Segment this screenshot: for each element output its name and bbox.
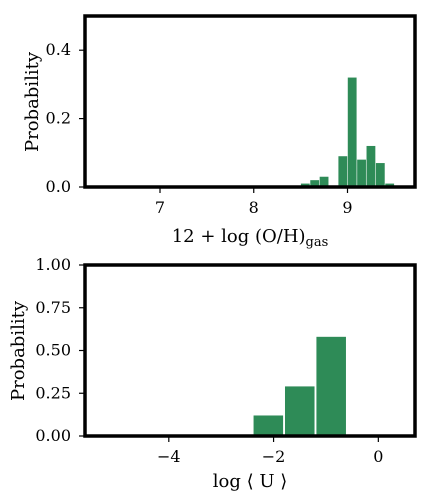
x-tick-label: 9 — [342, 198, 352, 217]
histogram-bar — [253, 415, 284, 436]
histogram-bar — [284, 386, 315, 436]
x-tick-label: −4 — [157, 447, 181, 466]
y-tick-label: 0.75 — [35, 298, 71, 317]
histogram-bar — [319, 176, 329, 187]
y-tick-label: 0.2 — [46, 109, 71, 128]
y-tick-label: 0.25 — [35, 383, 71, 402]
x-tick-label: 7 — [155, 198, 165, 217]
y-tick-label: 0.0 — [46, 177, 71, 196]
x-axis-label: 12 + log (O/H)gas — [172, 226, 329, 250]
histogram-bar — [310, 180, 320, 187]
y-tick-label: 1.00 — [35, 255, 71, 274]
histogram-bar — [338, 156, 348, 187]
y-axis-label: Probability — [8, 300, 29, 401]
histogram-bar — [366, 145, 376, 187]
x-tick-label: 0 — [373, 447, 383, 466]
y-tick-label: 0.00 — [35, 426, 71, 445]
y-axis-label: Probability — [22, 51, 43, 152]
plot-frame — [83, 14, 417, 189]
histogram-bar — [375, 163, 385, 187]
y-tick-label: 0.4 — [46, 40, 71, 59]
histogram-bar — [357, 159, 366, 187]
x-tick-label: −2 — [262, 447, 286, 466]
plot-frame — [83, 263, 417, 438]
histogram-bar — [347, 77, 357, 187]
ionization-histogram: −4 −2 0 0.00 0.25 0.50 0.75 1.00 log ⟨ U ⟩ Pro… — [8, 255, 417, 492]
x-axis-label: log ⟨ U ⟩ — [213, 471, 288, 492]
metallicity-histogram: 7 8 9 0.0 0.2 0.4 12 + log (O/H)gas Probabil… — [22, 14, 417, 250]
y-tick-label: 0.50 — [35, 341, 71, 360]
histogram-bar — [316, 336, 346, 436]
x-tick-label: 8 — [249, 198, 259, 217]
